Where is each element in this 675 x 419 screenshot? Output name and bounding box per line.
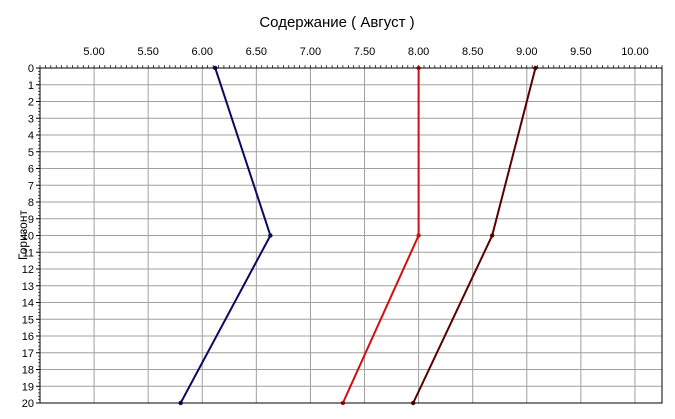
series-lines	[178, 65, 538, 406]
chart-title: Содержание ( Август )	[259, 14, 414, 31]
y-tick-label: 3	[28, 113, 34, 125]
y-tick-label: 17	[22, 348, 34, 360]
x-tick-label: 9.50	[570, 46, 591, 58]
y-tick-label: 0	[28, 63, 34, 75]
data-point	[489, 233, 495, 238]
y-tick-label: 10	[22, 231, 34, 243]
y-tick-label: 15	[22, 314, 34, 326]
y-tick-label: 18	[22, 365, 34, 377]
y-tick-label: 8	[28, 197, 34, 209]
x-tick-label: 7.00	[300, 46, 321, 58]
y-tick-label: 11	[23, 247, 34, 259]
plot-frame	[39, 67, 663, 404]
y-tick-label: 13	[22, 281, 34, 293]
y-tick-label: 1	[28, 80, 34, 92]
y-tick-label: 2	[28, 97, 34, 109]
y-axis-label: Горизонт	[16, 210, 30, 260]
y-tick-label: 14	[22, 298, 34, 310]
y-tick-label: 7	[28, 180, 34, 192]
data-point	[416, 233, 421, 238]
x-tick-label: 6.00	[192, 46, 213, 58]
x-tick-label: 7.50	[354, 46, 375, 58]
x-tick-label: 9.00	[516, 46, 537, 58]
tick-labels: 5.00 5.50 6.00 6.50 7.00 7.50 8.00 8.50 9.00 9.50…	[22, 46, 649, 410]
y-tick-label: 4	[28, 130, 34, 142]
x-tick-label: 5.00	[83, 46, 104, 58]
x-tick-label: 5.50	[137, 46, 158, 58]
y-tick-label: 9	[28, 214, 34, 226]
y-tick-label: 19	[22, 381, 34, 393]
y-tick-label: 16	[22, 331, 34, 343]
x-tick-label: 6.50	[246, 46, 267, 58]
grid	[36, 65, 663, 404]
y-tick-label: 20	[22, 398, 34, 410]
x-tick-label: 10.00	[621, 46, 649, 58]
data-point	[268, 233, 273, 238]
y-tick-label: 6	[28, 164, 34, 176]
y-tick-label: 5	[28, 147, 34, 159]
x-tick-label: 8.50	[462, 46, 483, 58]
y-tick-label: 12	[22, 264, 34, 276]
x-tick-label: 8.00	[408, 46, 429, 58]
